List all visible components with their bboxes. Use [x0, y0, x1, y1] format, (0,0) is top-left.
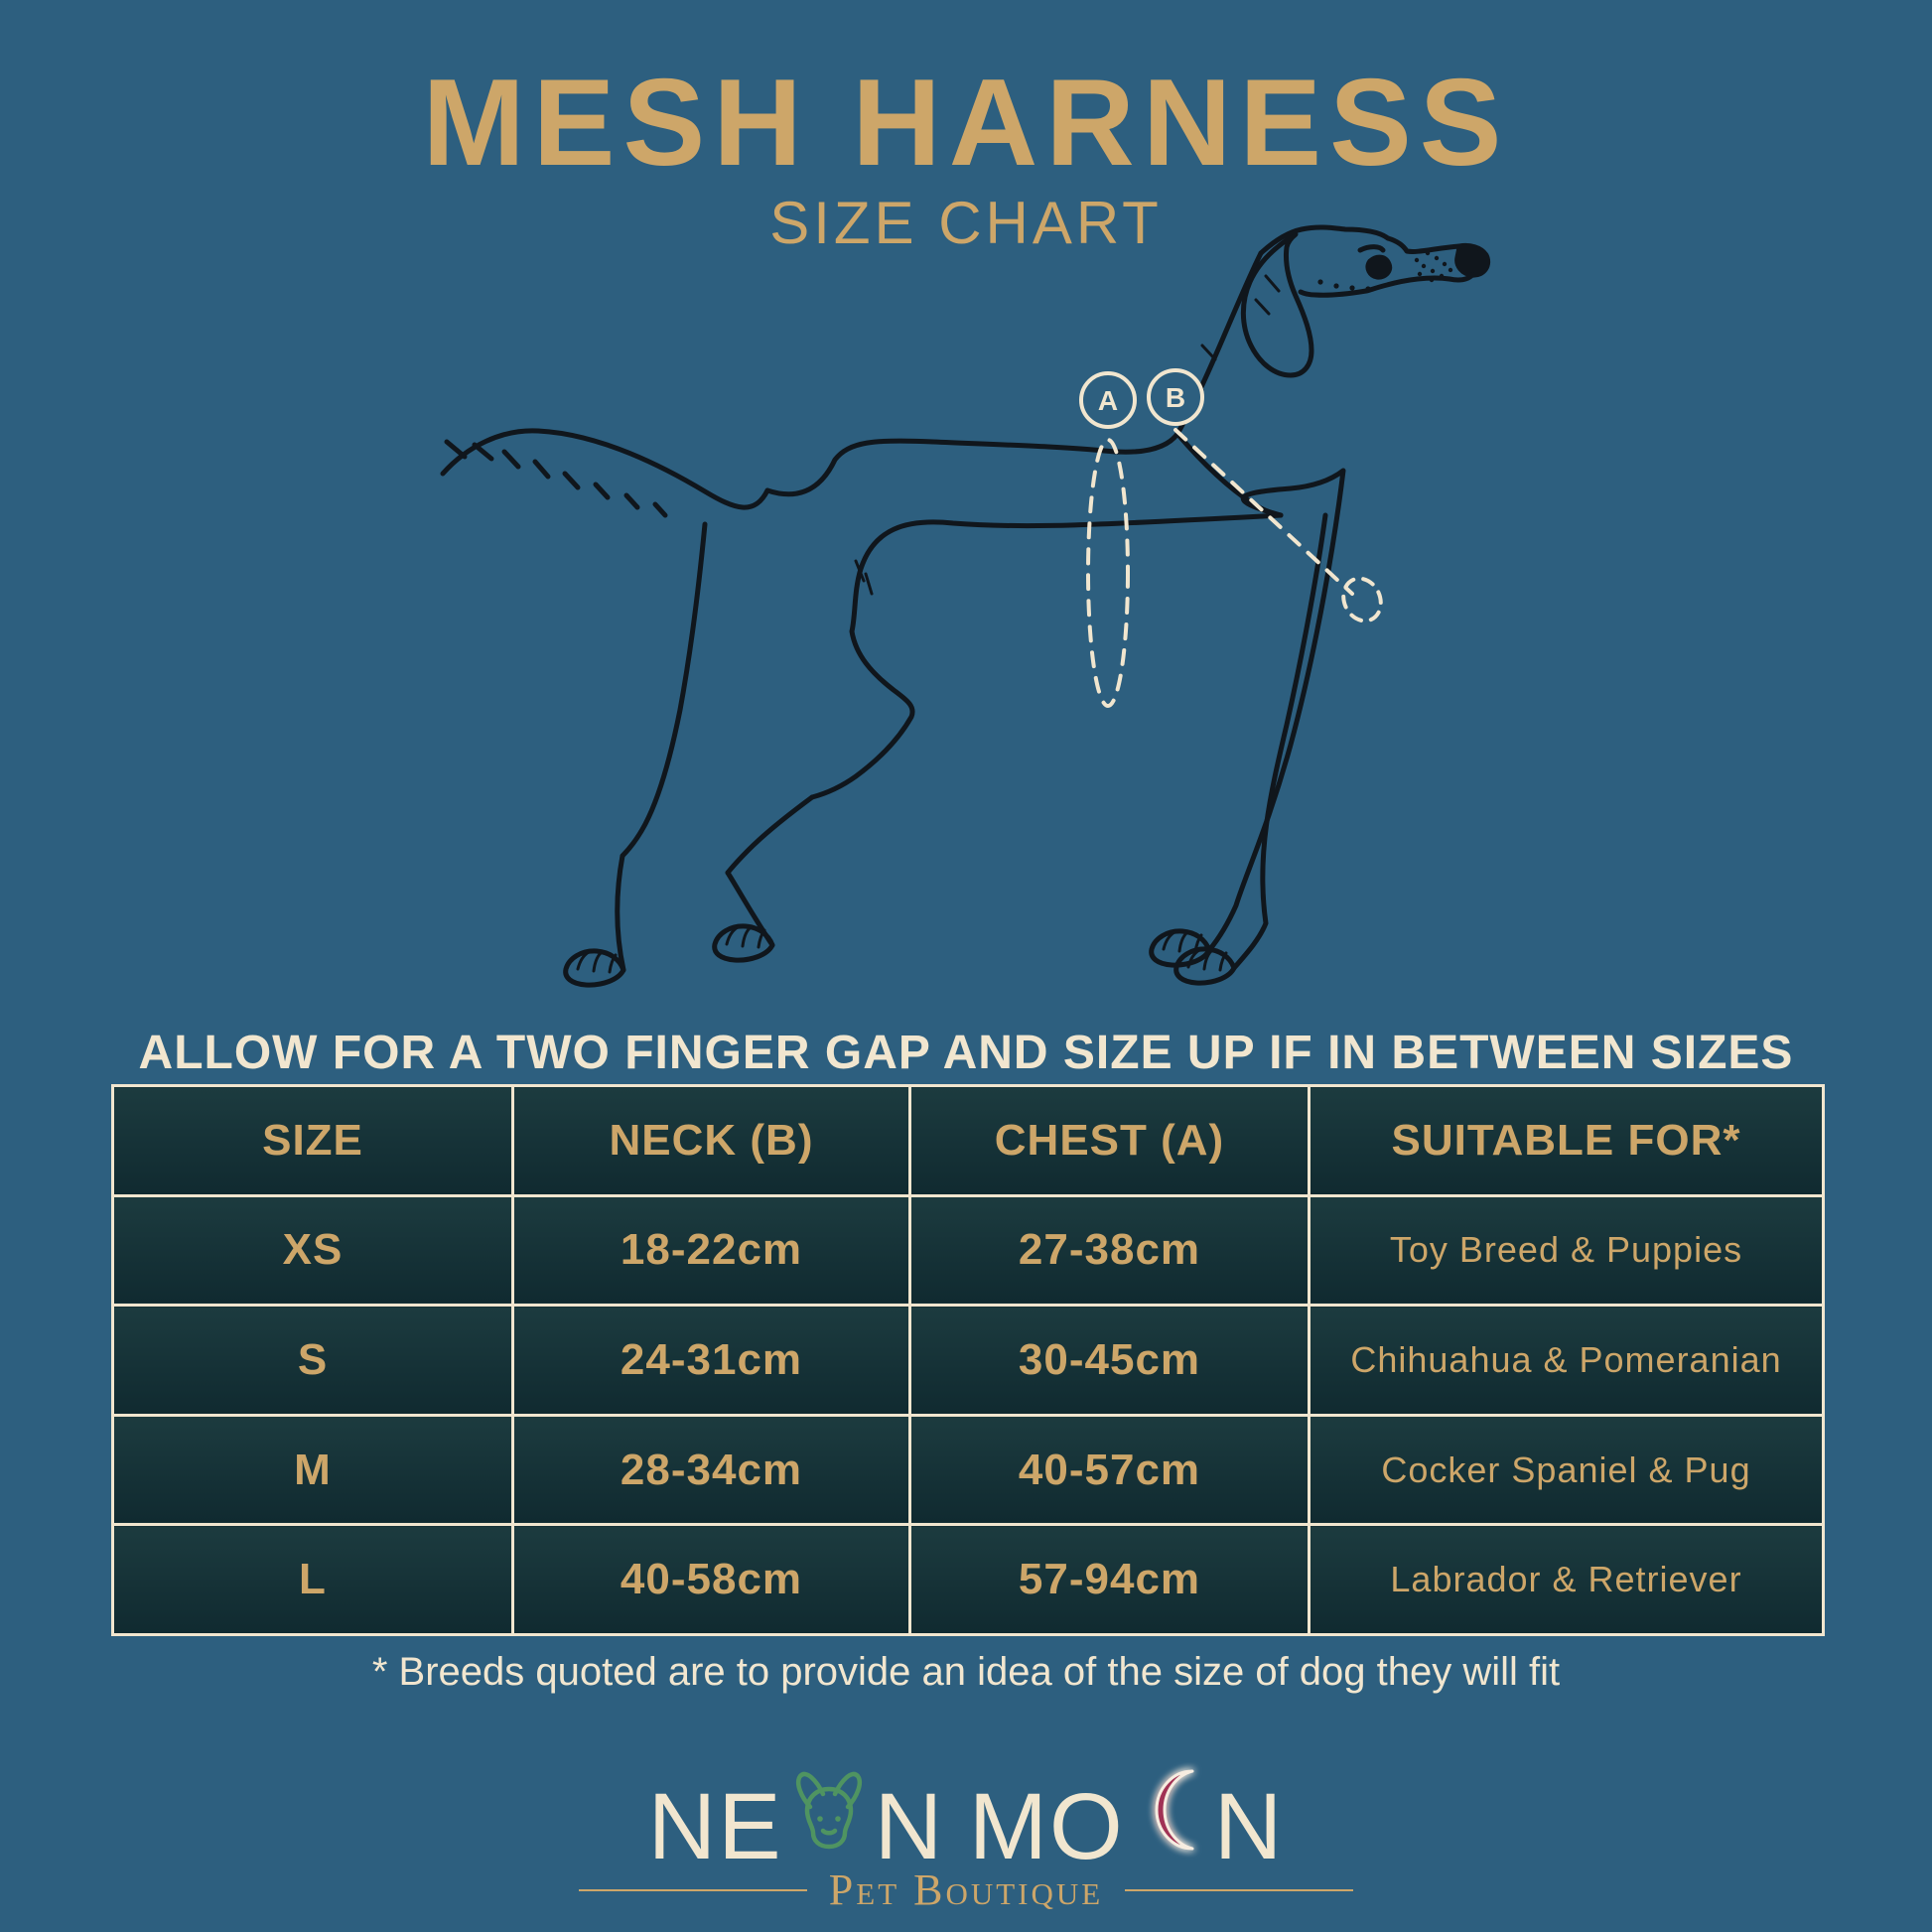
svg-text:B: B	[1166, 382, 1185, 413]
svg-text:A: A	[1098, 385, 1118, 416]
